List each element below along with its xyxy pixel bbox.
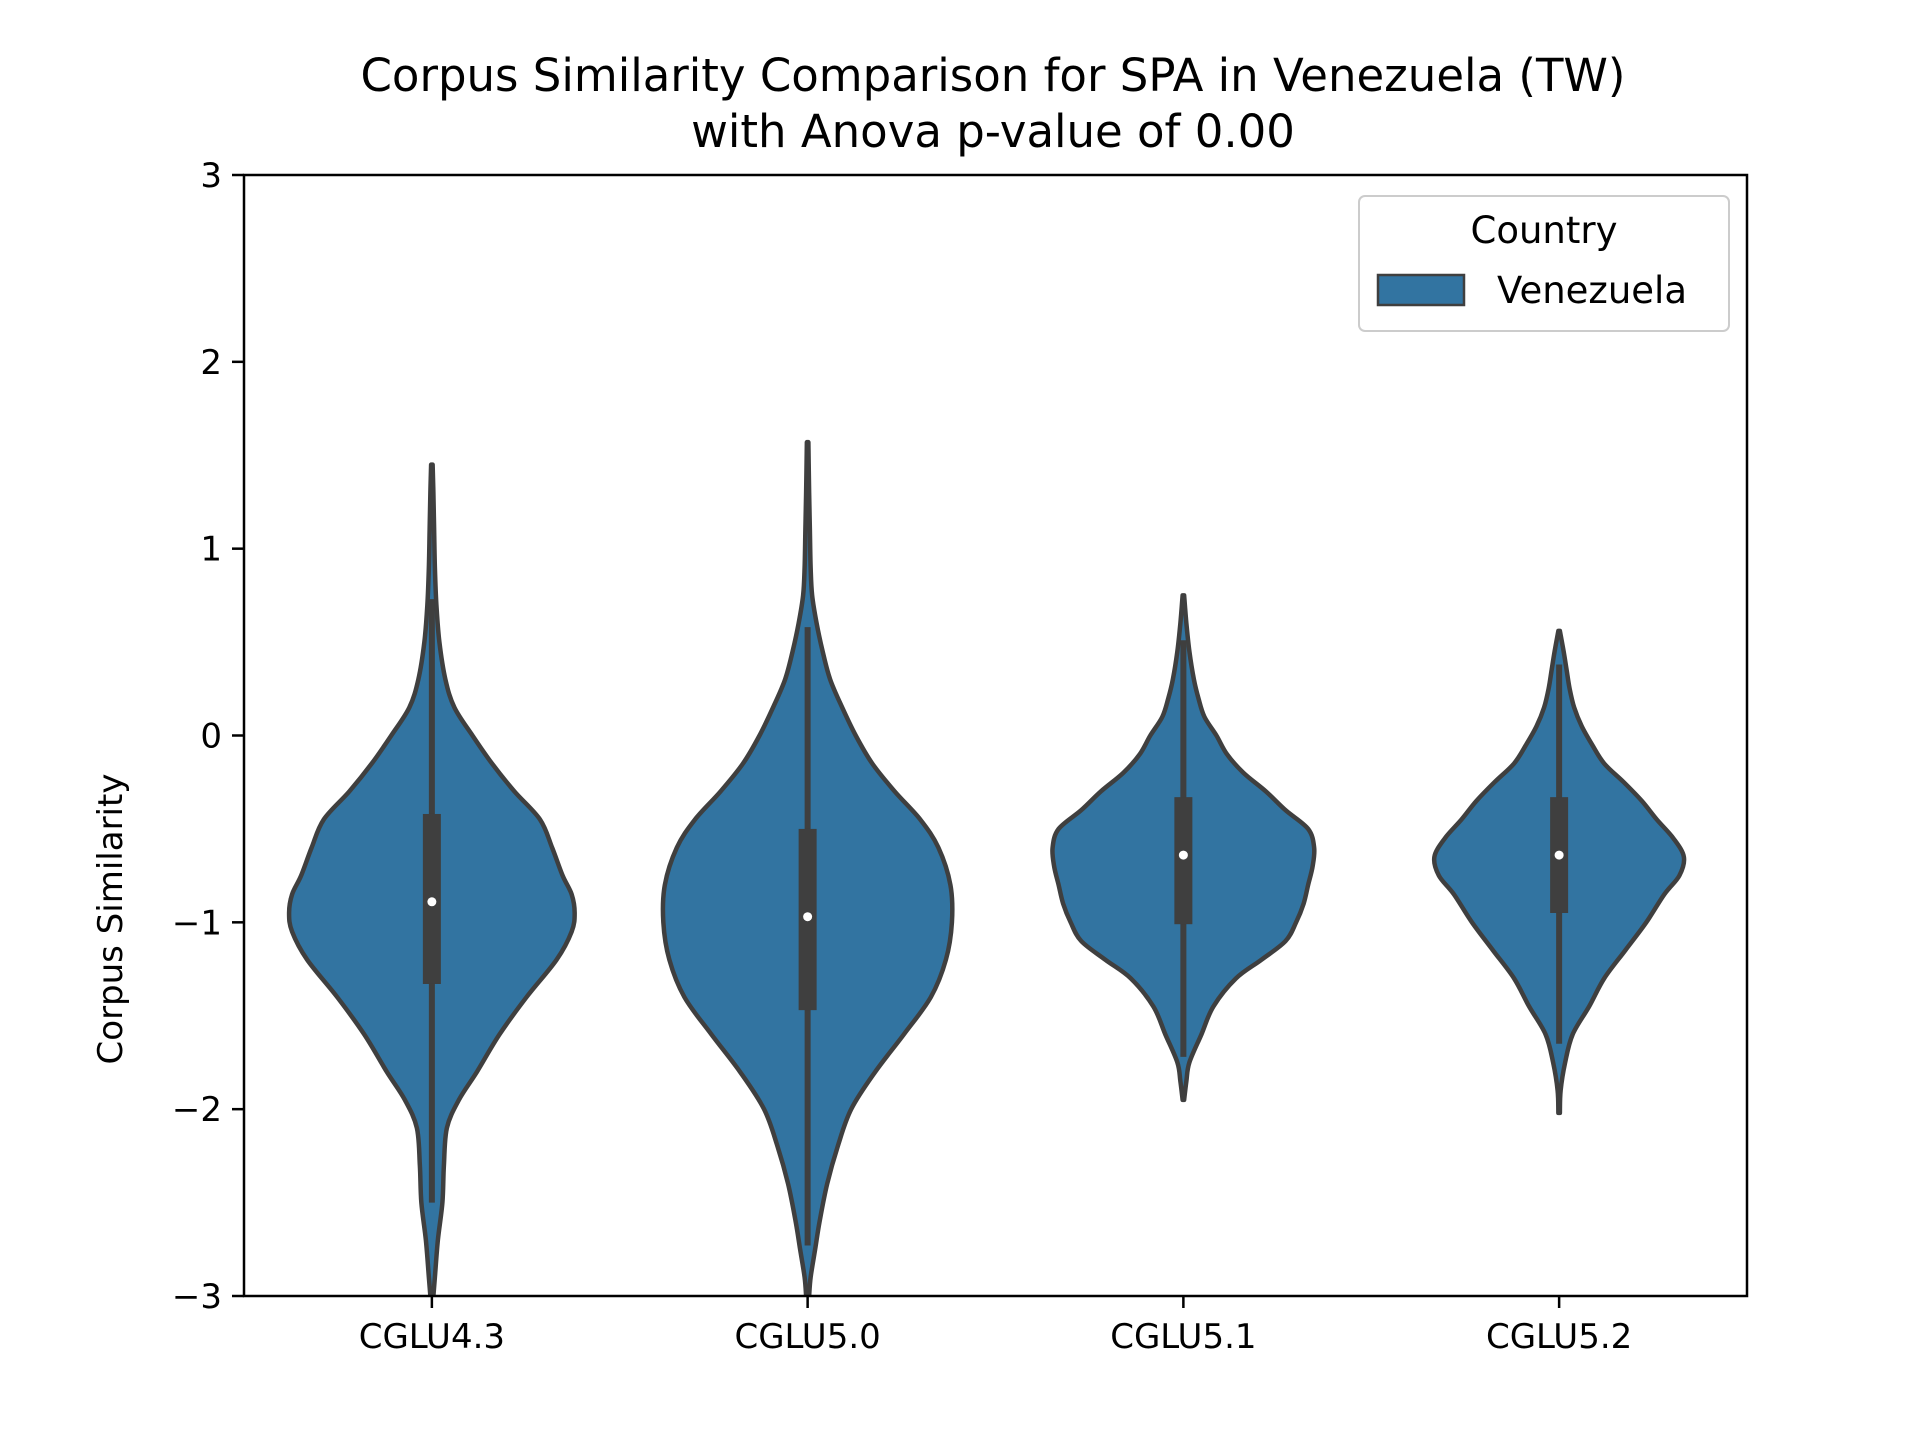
violin-cglu5-1 bbox=[1050, 593, 1317, 1103]
x-tick-label: CGLU5.1 bbox=[1110, 1317, 1256, 1357]
axes: 3 2 1 0 −1 −2 −3 CGLU4.3 CGLU5.0 CGLU5.1 CGLU5.2 bbox=[172, 156, 1749, 1357]
y-tick-label: 1 bbox=[200, 530, 222, 570]
y-tick-label: 3 bbox=[200, 156, 222, 196]
y-tick-label: −3 bbox=[172, 1277, 222, 1317]
y-tick-label: 0 bbox=[200, 717, 222, 757]
x-tick-label: CGLU4.3 bbox=[359, 1317, 505, 1357]
violin-cglu5-2 bbox=[1431, 628, 1687, 1116]
violin-iqr-box-cglu5-1 bbox=[1174, 797, 1193, 925]
violin-cglu5-0 bbox=[660, 439, 955, 1296]
violin-median-dot-cglu5-2 bbox=[1554, 850, 1564, 860]
legend: Country Venezuela bbox=[1358, 195, 1730, 332]
violin-median-dot-cglu5-1 bbox=[1178, 850, 1188, 860]
violin-group bbox=[286, 439, 1687, 1296]
violin-median-dot-cglu5-0 bbox=[803, 912, 813, 922]
chart-title-line-1: Corpus Similarity Comparison for SPA in … bbox=[361, 49, 1626, 102]
y-tick-label: −2 bbox=[172, 1090, 222, 1130]
y-tick-label: −1 bbox=[172, 903, 222, 943]
chart-title-line-2: with Anova p-value of 0.00 bbox=[691, 105, 1295, 158]
violin-cglu4-3 bbox=[286, 462, 577, 1296]
violin-median-dot-cglu4-3 bbox=[427, 897, 437, 907]
y-tick-label: 2 bbox=[200, 343, 222, 383]
legend-swatch-venezuela bbox=[1376, 273, 1466, 307]
legend-label-venezuela: Venezuela bbox=[1497, 269, 1687, 312]
y-axis-label: Corpus Similarity bbox=[91, 774, 131, 1065]
x-tick-label: CGLU5.2 bbox=[1486, 1317, 1632, 1357]
legend-title: Country bbox=[1471, 209, 1618, 252]
x-tick-label: CGLU5.0 bbox=[734, 1317, 880, 1357]
